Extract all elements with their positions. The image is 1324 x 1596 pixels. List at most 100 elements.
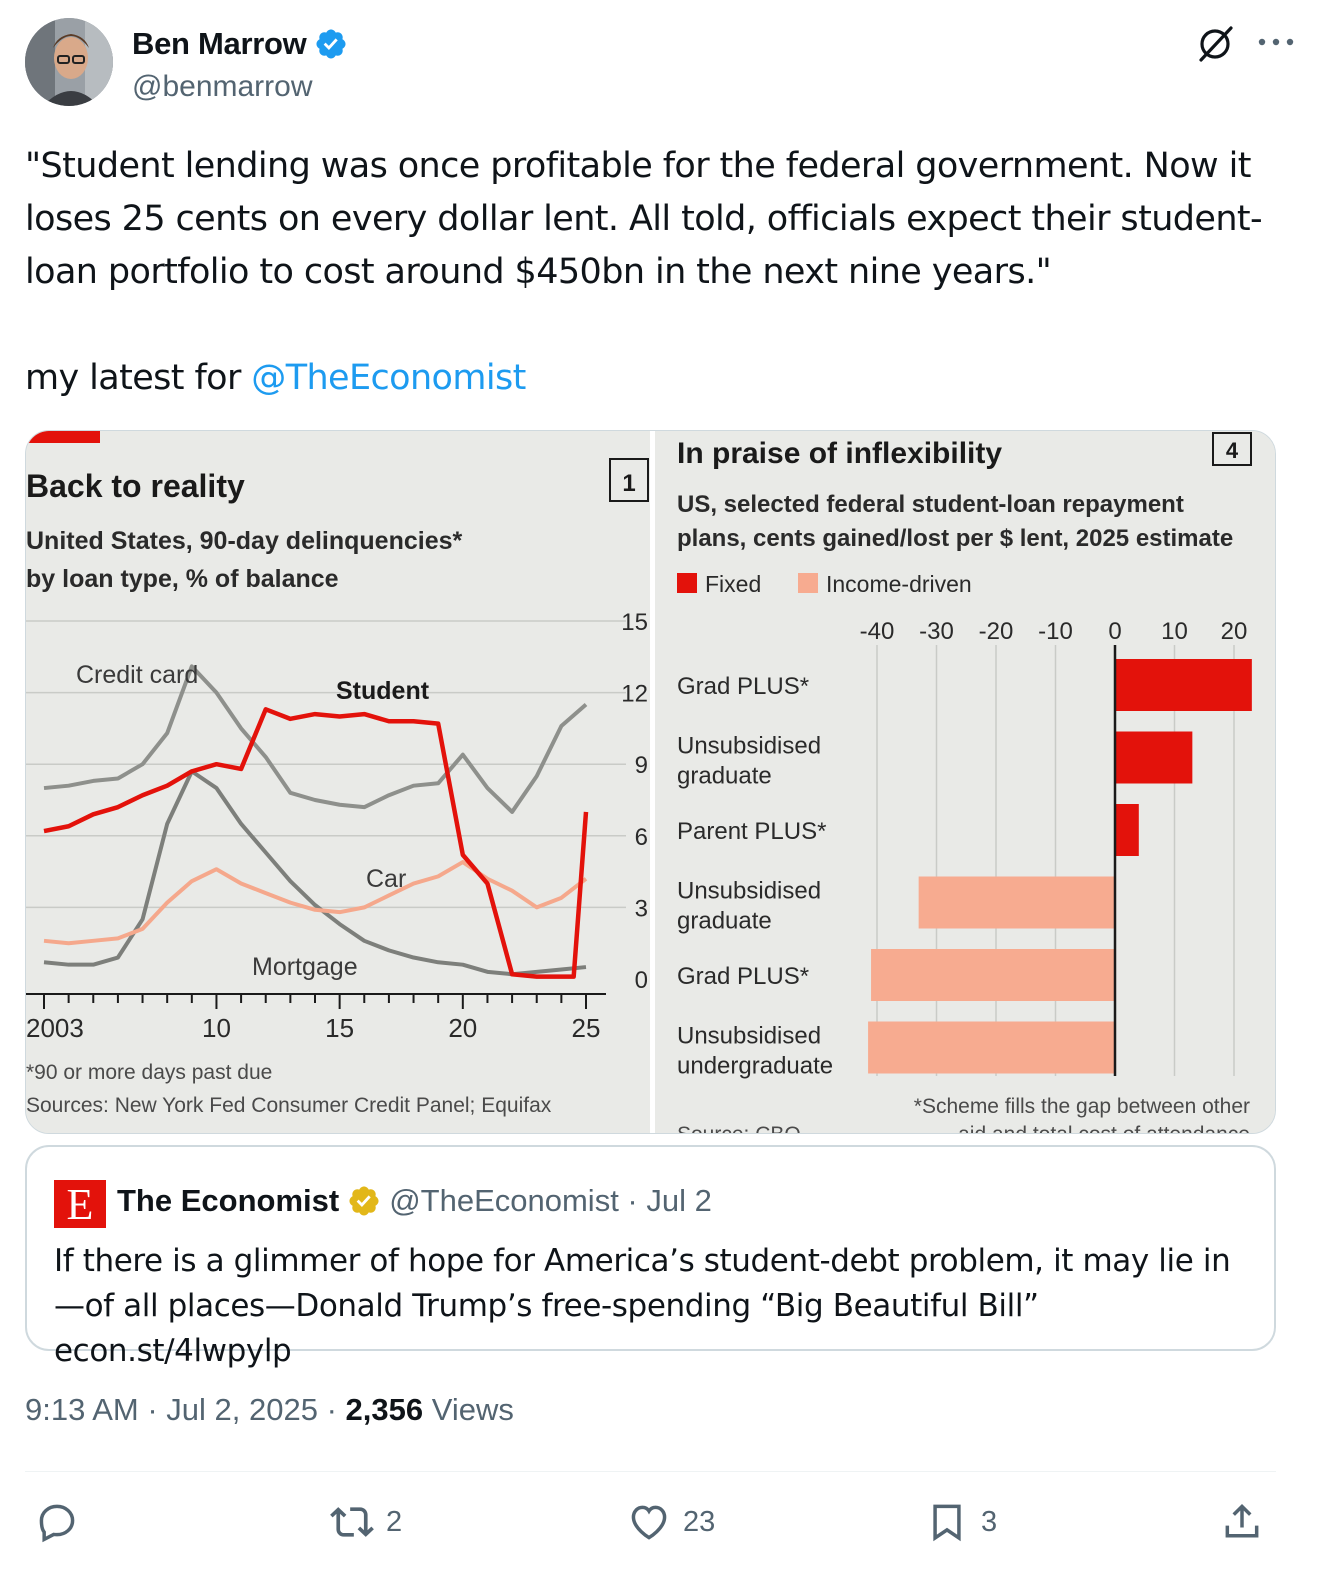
bar-label: Unsubsidised (677, 878, 821, 905)
repost-count: 2 (386, 1505, 403, 1538)
label-student: Student (336, 677, 430, 705)
right-x-tick-label: 20 (1221, 618, 1248, 645)
panel-divider (650, 431, 655, 1133)
like-button[interactable]: 23 (627, 1500, 715, 1544)
quoted-author-name[interactable]: The Economist (117, 1183, 340, 1218)
like-count: 23 (683, 1505, 716, 1538)
time-date[interactable]: 9:13 AM · Jul 2, 2025 · (25, 1392, 346, 1427)
left-x-tick-label: 2003 (26, 1013, 84, 1043)
verified-badge-icon (316, 29, 346, 59)
left-chart-number-box (609, 458, 649, 502)
right-chart-title: In praise of inflexibility (677, 437, 1002, 470)
right-x-tick-label: -30 (919, 618, 954, 645)
series-line-car (43, 860, 588, 946)
left-chart-gridlines (26, 620, 626, 909)
bar-4 (918, 876, 1115, 929)
left-y-tick-label: 12 (621, 681, 648, 708)
quoted-tweet[interactable]: E The Economist @TheEconomist · Jul 2 If… (25, 1145, 1276, 1369)
bar-label: Grad PLUS* (677, 673, 809, 700)
tweet-text: "Student lending was once profitable for… (25, 146, 1263, 292)
quoted-tweet-text: If there is a glimmer of hope for Americ… (54, 1243, 1231, 1369)
right-x-tick-label: -20 (979, 618, 1014, 645)
bar-label: graduate (677, 763, 772, 790)
author-name[interactable]: Ben Marrow (132, 26, 307, 61)
left-x-tick-label: 15 (325, 1013, 354, 1043)
avatar[interactable] (25, 18, 113, 106)
repost-button[interactable]: 2 (330, 1500, 402, 1544)
divider (25, 1471, 1276, 1472)
right-x-tick-label: -10 (1038, 618, 1073, 645)
right-x-tick-label: -40 (860, 618, 895, 645)
label-mortgage: Mortgage (252, 953, 358, 981)
legend-income-swatch (798, 573, 818, 593)
tweet-timestamp[interactable]: 9:13 AM · Jul 2, 2025 · 2,356 Views (25, 1392, 514, 1428)
left-y-tick-label: 0 (635, 967, 648, 994)
economist-red-tag (26, 431, 100, 443)
left-x-tick-label: 20 (448, 1013, 477, 1043)
tweet-line2-prefix: my latest for (25, 358, 252, 398)
series-line-credit-card (43, 664, 588, 814)
tweet-text-line2: my latest for @TheEconomist (25, 352, 526, 405)
bar-5 (871, 949, 1115, 1001)
bar-label: undergraduate (677, 1053, 833, 1080)
right-chart-subtitle2: plans, cents gained/lost per $ lent, 202… (677, 525, 1233, 552)
label-credit-card: Credit card (76, 661, 198, 689)
bar-6 (868, 1021, 1115, 1074)
right-chart-footnote2: aid and total cost of attendance (958, 1123, 1250, 1134)
bar-label: graduate (677, 908, 772, 935)
series-line-student (43, 707, 589, 979)
right-x-tick-label: 0 (1108, 618, 1121, 645)
right-chart-footnote: *Scheme fills the gap between other (914, 1095, 1250, 1118)
share-icon (1225, 1503, 1259, 1538)
gold-verified-badge-icon (349, 1186, 379, 1216)
bookmark-button[interactable]: 3 (925, 1500, 997, 1544)
left-y-tick-label: 9 (635, 752, 648, 779)
left-y-tick-label: 15 (621, 609, 648, 636)
tweet-header: Ben Marrow @benmarrow (25, 18, 1300, 108)
left-x-tick-label: 25 (572, 1013, 601, 1043)
bar-1 (1115, 659, 1252, 711)
grok-icon[interactable] (1195, 24, 1235, 64)
heart-icon (631, 1505, 667, 1540)
bar-label: Grad PLUS* (677, 963, 809, 990)
right-chart-bar-labels: Grad PLUS* Unsubsidised graduate Parent PLU… (677, 673, 833, 1080)
right-x-tick-label: 10 (1161, 618, 1188, 645)
left-chart-source: Sources: New York Fed Consumer Credit Pa… (26, 1094, 552, 1117)
left-chart-y-ticks: 15 12 9 6 3 0 (621, 609, 648, 994)
right-chart-number: 4 (1226, 438, 1239, 463)
views-label: Views (423, 1392, 514, 1427)
left-chart-subtitle2: by loan type, % of balance (26, 565, 339, 593)
author-handle[interactable]: @benmarrow (132, 70, 313, 103)
mention-link[interactable]: @TheEconomist (251, 358, 526, 398)
bar-label: Parent PLUS* (677, 818, 826, 845)
label-car: Car (366, 865, 406, 893)
bookmark-count: 3 (981, 1505, 998, 1538)
reply-icon (39, 1504, 75, 1543)
left-chart-series (43, 664, 589, 979)
action-bar: 2 23 3 (25, 1500, 1276, 1556)
right-chart-x-ticks: -40 -30 -20 -10 0 10 20 (860, 618, 1248, 645)
views-count: 2,356 (345, 1392, 424, 1427)
economist-logo[interactable]: E (54, 1180, 106, 1229)
tweet-media[interactable]: Back to reality 1 United States, 90-day … (25, 430, 1276, 1134)
left-chart-panel (26, 431, 650, 1133)
bookmark-icon (933, 1504, 961, 1542)
more-options-icon[interactable] (1256, 36, 1296, 48)
left-chart-footnote: *90 or more days past due (26, 1061, 272, 1084)
left-chart-subtitle1: United States, 90-day delinquencies* (26, 527, 463, 555)
left-chart-x-ticks: 2003 10 15 20 25 (26, 994, 600, 1043)
right-chart-source: Source: CBO (677, 1123, 801, 1134)
right-chart-subtitle1: US, selected federal student-loan repaym… (677, 491, 1184, 518)
bar-label: Unsubsidised (677, 1023, 821, 1050)
repost-icon (330, 1507, 374, 1537)
quoted-handle-date[interactable]: @TheEconomist · Jul 2 (389, 1183, 712, 1218)
right-chart-gridlines (876, 645, 1235, 1076)
legend-fixed-swatch (677, 573, 697, 593)
reply-button[interactable] (35, 1500, 79, 1544)
share-button[interactable] (1220, 1500, 1264, 1544)
bar-2 (1115, 731, 1193, 784)
bar-3 (1115, 804, 1139, 856)
right-chart-bars (868, 645, 1252, 1076)
bar-label: Unsubsidised (677, 733, 821, 760)
legend-income-driven: Income-driven (826, 571, 972, 597)
